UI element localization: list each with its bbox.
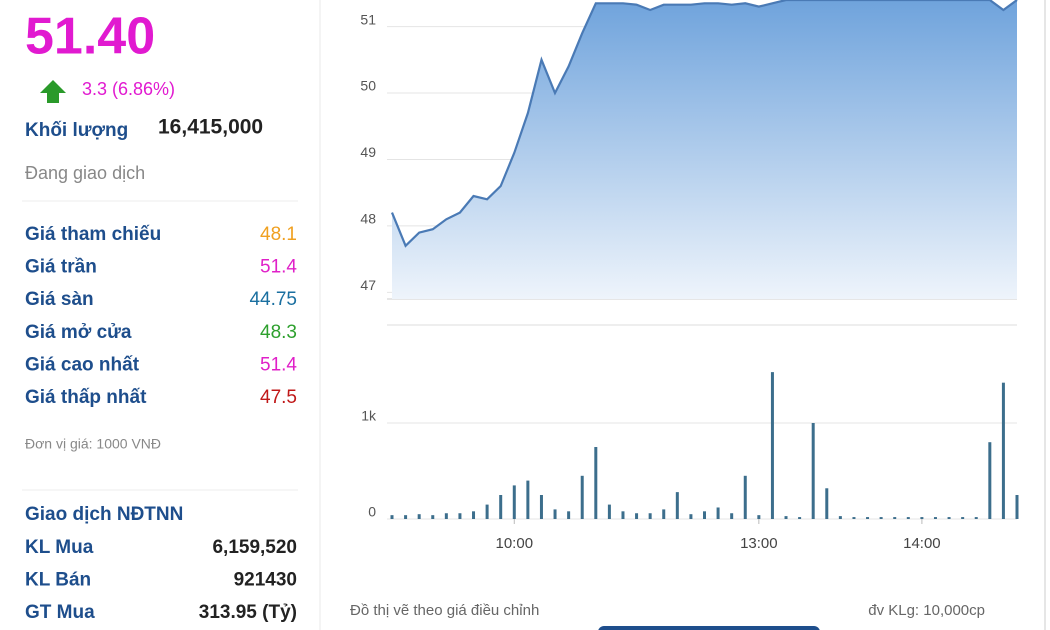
volume-bar (512, 485, 516, 519)
volume-bar (689, 514, 693, 519)
volume-bar (920, 517, 924, 519)
volume-bar (417, 514, 421, 519)
volume-bar (811, 423, 815, 519)
volume-bar (662, 509, 666, 519)
volume-label: Khối lượng (25, 120, 128, 141)
volume-bar (567, 511, 571, 519)
volume-bar (933, 517, 937, 519)
unit-note: Đơn vị giá: 1000 VNĐ (25, 436, 161, 452)
volume-bar (580, 475, 584, 519)
volume-bar (730, 513, 734, 519)
row-label: KL Bán (25, 570, 91, 591)
volume-bar (607, 504, 611, 519)
volume-bar (825, 488, 829, 519)
volume-bar (1001, 382, 1005, 519)
y-tick-label: 51 (360, 11, 376, 27)
x-tick-label: 10:00 (496, 535, 534, 552)
volume-bar (974, 517, 978, 519)
volume-bar (879, 517, 883, 519)
row-value: 51.4 (260, 354, 297, 375)
row-value: 921430 (234, 570, 297, 591)
row-value: 47.5 (260, 387, 297, 408)
y-tick-label: 0 (368, 504, 376, 520)
volume-bar (988, 442, 992, 519)
volume-bar (404, 515, 408, 519)
volume-bar (906, 517, 910, 519)
volume-bar (947, 517, 951, 519)
volume-bar (444, 513, 448, 519)
volume-bar (675, 492, 679, 519)
volume-bar (553, 509, 557, 519)
price: 51.40 (25, 8, 155, 66)
row-label: Giá trần (25, 257, 97, 278)
y-tick-label: 49 (360, 144, 376, 160)
footer-note: Đồ thị vẽ theo giá điều chỉnh (350, 602, 539, 619)
foreign-title: Giao dịch NĐTNN (25, 504, 183, 525)
volume-bar (485, 504, 489, 519)
volume-bar (648, 513, 652, 519)
volume-bar (390, 515, 394, 519)
change: 3.3 (6.86%) (82, 79, 175, 99)
volume-bar (703, 511, 706, 519)
row-value: 51.4 (260, 257, 297, 278)
x-tick-label: 14:00 (903, 535, 941, 552)
volume-bar (1015, 495, 1019, 519)
x-tick-label: 13:00 (740, 535, 778, 552)
volume-bar (784, 516, 788, 519)
volume-bar (635, 513, 639, 519)
volume-bar (716, 507, 720, 519)
volume-bar (866, 517, 870, 519)
y-tick-label: 48 (360, 211, 376, 227)
footer-unit: đv KLg: 10,000cp (868, 602, 985, 619)
y-tick-label: 50 (360, 78, 376, 94)
volume-bar (594, 447, 598, 519)
row-value: 48.3 (260, 322, 297, 343)
row-label: KL Mua (25, 537, 94, 558)
volume-bar (757, 515, 761, 519)
row-label: Giá thấp nhất (25, 387, 147, 408)
row-label: GT Mua (25, 602, 95, 623)
volume-bar (472, 511, 476, 519)
up-arrow (40, 80, 66, 103)
volume-bar (526, 480, 530, 519)
volume-bar (499, 495, 503, 519)
volume-bar (743, 475, 747, 519)
price-line (390, 0, 1018, 248)
volume-bar (798, 517, 802, 519)
volume-bar (539, 495, 543, 519)
volume-bar (893, 517, 897, 519)
row-label: Giá mở cửa (25, 322, 132, 343)
y-tick-label: 47 (360, 277, 376, 293)
row-value: 44.75 (249, 289, 297, 310)
row-value: 313.95 (Tỷ) (199, 602, 297, 623)
row-label: Giá cao nhất (25, 354, 140, 375)
status: Đang giao dịch (25, 163, 145, 183)
row-value: 48.1 (260, 224, 297, 245)
volume: 16,415,000 (158, 116, 263, 139)
volume-bar (458, 513, 462, 519)
volume-bar (852, 517, 856, 519)
volume-bar (770, 372, 774, 519)
volume-bar (838, 516, 842, 519)
button[interactable] (598, 626, 820, 630)
volume-bar (961, 517, 965, 519)
volume-bar (431, 515, 435, 519)
row-value: 6,159,520 (212, 537, 297, 558)
row-label: Giá sàn (25, 289, 94, 310)
y-tick-label: 1k (361, 408, 377, 424)
row-label: Giá tham chiếu (25, 224, 161, 245)
price-area (392, 0, 1017, 299)
volume-bar (621, 511, 625, 519)
